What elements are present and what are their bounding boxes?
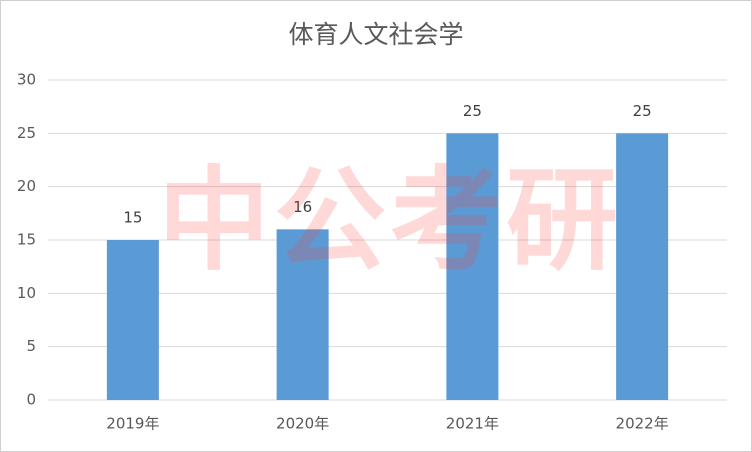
data-label: 25 [463,102,482,120]
y-tick-label: 25 [17,124,36,142]
bar [276,229,329,400]
bar [616,133,669,401]
y-tick-label: 15 [17,231,36,249]
data-label: 16 [293,198,312,216]
y-tick-label: 30 [17,71,36,89]
x-tick-label: 2020年 [276,415,329,433]
x-tick-label: 2019年 [106,415,159,433]
bar [106,240,159,400]
y-tick-label: 5 [26,337,36,355]
data-label: 15 [123,209,142,227]
x-tick-label: 2022年 [616,415,669,433]
y-tick-label: 0 [26,391,36,409]
data-label: 25 [633,102,652,120]
chart-title: 体育人文社会学 [288,20,463,49]
x-tick-label: 2021年 [446,415,499,433]
bar [446,133,499,401]
watermark: 中公考研 [158,156,622,286]
y-tick-label: 20 [17,177,36,195]
y-tick-label: 10 [17,284,36,302]
